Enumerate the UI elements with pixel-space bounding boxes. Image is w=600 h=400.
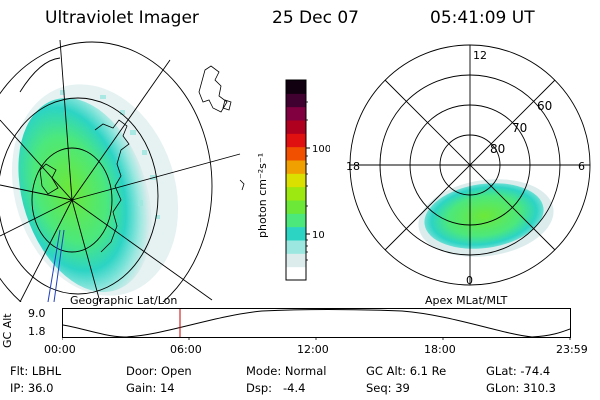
colorbar-swatch [286, 186, 306, 201]
apex-polar-map: 12 18 6 0 60 70 80 [346, 44, 591, 287]
mlat-label-60: 60 [537, 99, 552, 113]
colorbar-swatch [286, 240, 306, 254]
color-scale: 100 10 [285, 79, 330, 281]
mlt-label-6: 6 [578, 160, 585, 173]
door-readout: Door: Open [126, 364, 192, 378]
timeline-tick-1200: 12:00 [297, 343, 329, 356]
coastline [39, 65, 245, 253]
altitude-timeline [62, 308, 571, 340]
colorbar-unit-label: photon cm⁻²s⁻¹ [256, 152, 269, 238]
right-map-caption: Apex MLat/MLT [425, 294, 508, 307]
alt-axis-label: GC Alt [1, 313, 14, 348]
polar-grid [349, 44, 591, 286]
timeline-frame [62, 308, 571, 338]
timeline-tick-1800: 18:00 [424, 343, 456, 356]
mode-readout: Mode: Normal [246, 364, 327, 378]
colorbar-swatch [286, 133, 306, 148]
timeline-tick-0600: 06:00 [170, 343, 202, 356]
colorbar-swatch [286, 253, 306, 268]
colorbar-swatch [286, 93, 306, 108]
orbit-altitude-curve [62, 309, 571, 338]
colorbar-swatch [286, 146, 306, 161]
header-date: 25 Dec 07 [272, 8, 359, 28]
dsp-readout: Dsp: -4.4 [246, 381, 306, 395]
colorbar-swatch [286, 160, 306, 174]
left-map-caption: Geographic Lat/Lon [70, 294, 178, 307]
filter-readout: Flt: LBHL [10, 364, 62, 378]
colorbar-swatch [286, 200, 306, 214]
mlt-label-0: 0 [466, 274, 473, 287]
timeline-tick-0000: 00:00 [44, 343, 76, 356]
aurora-emission [18, 97, 152, 293]
colorbar-swatch [286, 226, 306, 241]
header-time: 05:41:09 UT [430, 8, 535, 28]
mlt-label-18: 18 [346, 160, 360, 173]
colorbar-swatch [286, 80, 306, 94]
mlat-label-80: 80 [490, 142, 505, 156]
colorbar-swatch [286, 213, 306, 228]
colorbar-swatch [286, 120, 306, 134]
ip-readout: IP: 36.0 [10, 381, 54, 395]
alt-tick-low: 1.8 [28, 325, 46, 338]
geographic-map [0, 40, 245, 302]
gain-readout: Gain: 14 [126, 381, 175, 395]
mlat-label-70: 70 [512, 121, 527, 135]
glat-readout: GLat: -74.4 [486, 364, 551, 378]
colorbar-swatch [286, 106, 306, 121]
glon-readout: GLon: 310.3 [486, 381, 556, 395]
timeline-tick-2359: 23:59 [556, 343, 588, 356]
colorbar-tick-10: 10 [312, 230, 325, 241]
aurora-oval [424, 183, 544, 249]
colorbar-tick-100: 100 [312, 144, 330, 155]
seq-readout: Seq: 39 [366, 381, 410, 395]
alt-tick-high: 9.0 [28, 307, 46, 320]
colorbar-swatch [286, 173, 306, 188]
mlt-label-12: 12 [473, 49, 487, 62]
geographic-grid [0, 40, 241, 302]
instrument-title: Ultraviolet Imager [45, 8, 199, 28]
gc-alt-readout: GC Alt: 6.1 Re [366, 364, 447, 378]
colorbar-swatch [286, 266, 306, 281]
